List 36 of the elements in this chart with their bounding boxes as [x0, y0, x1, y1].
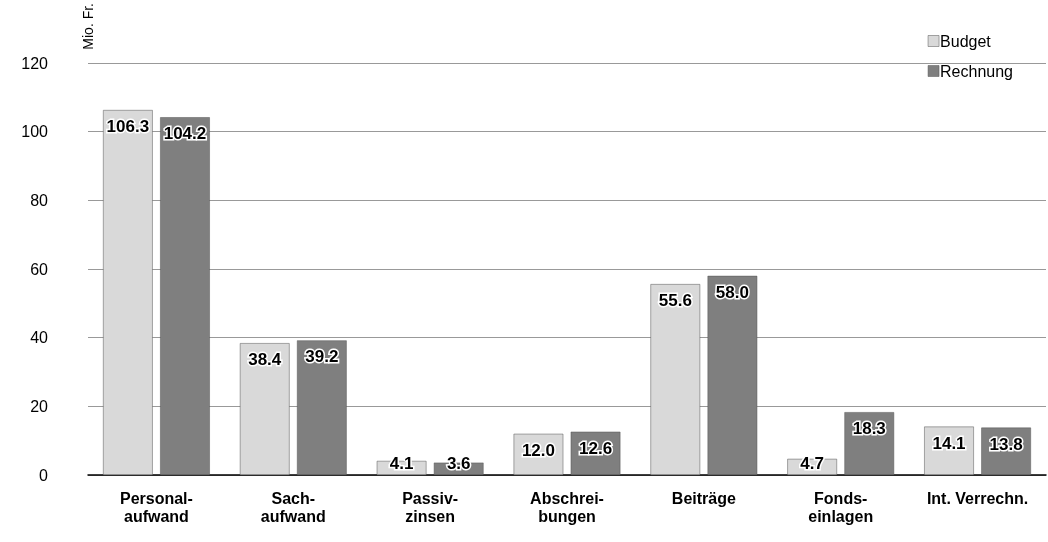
y-tick-label: 0 — [39, 466, 49, 484]
y-tick-label: 100 — [21, 123, 49, 141]
data-label: 4.7 — [800, 454, 824, 473]
bar — [707, 275, 758, 475]
bar — [650, 284, 701, 475]
x-tick-label: Abschrei- bungen — [530, 489, 604, 525]
y-tick-label: 20 — [30, 397, 49, 415]
data-label: 12.6 — [579, 438, 613, 458]
data-label: 58.0 — [715, 282, 749, 302]
y-tick-label: 120 — [21, 54, 49, 72]
data-label: 106.3 — [106, 117, 150, 137]
bar — [160, 117, 210, 475]
x-tick-label: Sach- aufwand — [260, 489, 326, 525]
data-label: 12.0 — [521, 440, 555, 460]
y-tick-label: 60 — [30, 260, 49, 278]
x-tick-label: Beiträge — [671, 489, 736, 507]
data-label: 14.1 — [932, 433, 966, 453]
data-label: 13.8 — [989, 434, 1023, 454]
data-label: 18.3 — [852, 419, 886, 439]
data-label: 38.4 — [248, 350, 282, 370]
x-tick-label: Fonds- einlagen — [808, 489, 874, 525]
bar — [297, 340, 347, 475]
y-tick-label: 80 — [30, 191, 49, 209]
legend-label: Budget — [940, 32, 992, 50]
y-axis-title: Mio. Fr. — [80, 3, 96, 50]
data-label: 39.2 — [305, 347, 339, 367]
legend-label: Rechnung — [940, 62, 1014, 80]
x-tick-label: Passiv- zinsen — [402, 489, 459, 525]
x-tick-label: Personal- aufwand — [119, 489, 193, 525]
bar — [103, 110, 153, 475]
bar — [239, 343, 290, 475]
data-label: 55.6 — [658, 291, 692, 311]
data-label: 104.2 — [163, 124, 207, 144]
x-tick-label: Int. Verrechn. — [926, 489, 1029, 507]
data-label: 4.1 — [389, 454, 414, 473]
y-tick-label: 40 — [30, 329, 49, 347]
